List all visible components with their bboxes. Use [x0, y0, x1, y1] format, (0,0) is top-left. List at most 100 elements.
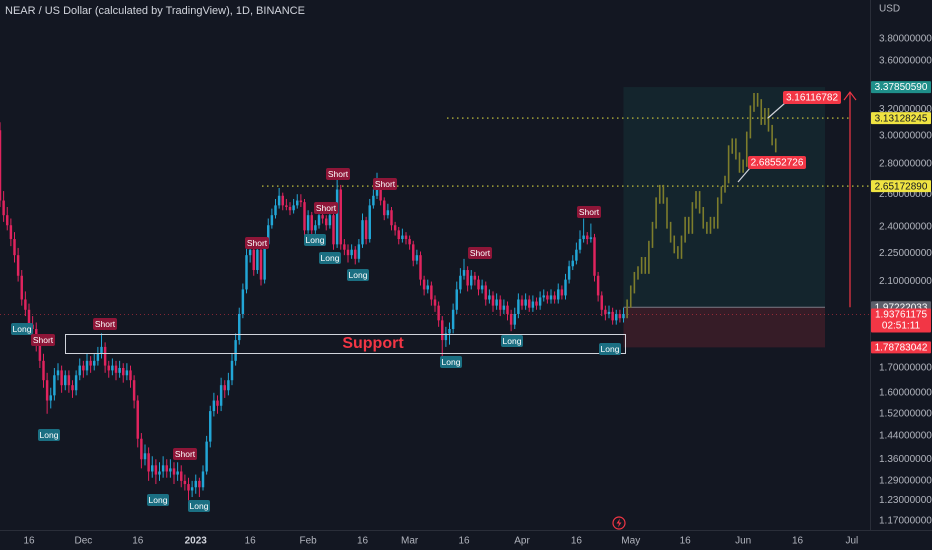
icon-ring[interactable] — [612, 516, 626, 530]
candle-body — [42, 360, 45, 381]
candle-body — [600, 295, 603, 310]
icon-bolt[interactable] — [616, 518, 622, 528]
candle-body — [194, 480, 197, 488]
candle-body — [140, 438, 143, 460]
candle-body — [335, 189, 339, 245]
callout-label: 2.68552726 — [751, 158, 804, 169]
candle-body — [151, 465, 154, 472]
candle-body — [6, 215, 9, 226]
signal-box — [326, 168, 350, 180]
y-tick-label: 1.70000000 — [879, 363, 932, 374]
axis-layer: 3.80000000 3.60000000 3.20000000 3.00000000… — [23, 34, 932, 547]
candle-body — [172, 468, 176, 475]
candle-body — [74, 375, 78, 391]
candle-body — [245, 255, 248, 290]
candle-body — [466, 270, 469, 286]
candle-body — [161, 465, 165, 472]
price-tag — [871, 308, 931, 333]
candle-body — [491, 295, 495, 306]
signal-label: Long — [306, 235, 325, 245]
candle-body — [277, 195, 281, 206]
candle-body — [611, 311, 614, 321]
candle-body — [462, 270, 466, 276]
signal-label: Long — [503, 336, 522, 346]
signal-box — [440, 356, 462, 368]
candle-body — [404, 235, 408, 240]
candle-body — [325, 218, 328, 226]
callout-label: 3.16116782 — [786, 93, 839, 104]
y-tick-label: 3.00000000 — [879, 130, 932, 141]
candle-body — [542, 295, 545, 298]
candle-body — [524, 299, 527, 306]
chart-title: NEAR / US Dollar (calculated by TradingV… — [5, 5, 305, 17]
candle-body — [441, 320, 444, 341]
candle-body — [578, 239, 582, 250]
candle-body — [488, 295, 491, 300]
price-tag-label: 1.97222033 — [875, 302, 928, 313]
candle-body — [401, 235, 404, 240]
candle-body — [118, 367, 121, 373]
candle-body — [484, 285, 487, 300]
x-tick-label: 16 — [23, 536, 35, 547]
candle-body — [143, 453, 147, 460]
candle-body — [339, 189, 342, 245]
target-zone — [623, 87, 825, 308]
candle-body — [520, 299, 524, 306]
currency-label: USD — [879, 4, 900, 15]
candle-body — [2, 200, 5, 216]
candle-body — [415, 255, 419, 261]
candle-body — [60, 370, 63, 386]
lightning-icon[interactable] — [612, 516, 626, 530]
candle-body — [379, 189, 382, 201]
y-tick-label: 1.60000000 — [879, 387, 932, 398]
signal-label: Short — [470, 248, 491, 258]
candle-body — [0, 130, 2, 201]
candle-body — [354, 249, 357, 259]
candle-body — [455, 289, 458, 310]
candle-body — [596, 275, 600, 296]
candle-body — [263, 244, 266, 280]
candle-body — [408, 239, 411, 245]
candle-body — [470, 275, 473, 286]
candle-body — [535, 301, 538, 306]
candle-body — [513, 313, 516, 325]
candle-body — [560, 289, 564, 296]
support-zone — [65, 334, 626, 354]
x-tick-label: Apr — [514, 536, 530, 547]
y-tick-label: 2.60000000 — [879, 189, 932, 200]
candle-body — [419, 255, 422, 280]
x-tick-label: 16 — [245, 536, 257, 547]
candle-body — [615, 313, 618, 321]
candle-body — [328, 215, 332, 226]
candle-body — [129, 370, 132, 381]
price-tag — [871, 341, 931, 354]
candle-body — [56, 370, 60, 376]
signal-label: Long — [190, 501, 209, 511]
candle-body — [314, 225, 317, 231]
candle-body — [13, 239, 16, 256]
target-arrow-head — [843, 91, 857, 101]
candle-body — [321, 215, 324, 219]
y-tick-label: 2.10000000 — [879, 276, 932, 287]
candle-body — [567, 266, 571, 280]
candle-body — [586, 235, 589, 240]
candle-body — [238, 313, 241, 341]
candle-body — [506, 305, 509, 314]
candle-body — [549, 295, 553, 300]
candle-body — [538, 297, 542, 306]
x-tick-label: 16 — [357, 536, 369, 547]
price-tag-label: 2.65172890 — [875, 181, 928, 192]
candle-body — [444, 333, 448, 341]
signal-box — [11, 323, 33, 335]
x-tick-label: 16 — [680, 536, 692, 547]
signal-label: Long — [40, 430, 59, 440]
candle-body — [448, 329, 451, 334]
candle-body — [364, 220, 368, 240]
signal-box — [599, 343, 621, 355]
candle-body — [357, 244, 361, 259]
candle-body — [190, 487, 194, 491]
candle-body — [136, 400, 139, 439]
candle-body — [205, 441, 208, 472]
candle-body — [16, 255, 20, 276]
signal-label: Short — [247, 238, 268, 248]
